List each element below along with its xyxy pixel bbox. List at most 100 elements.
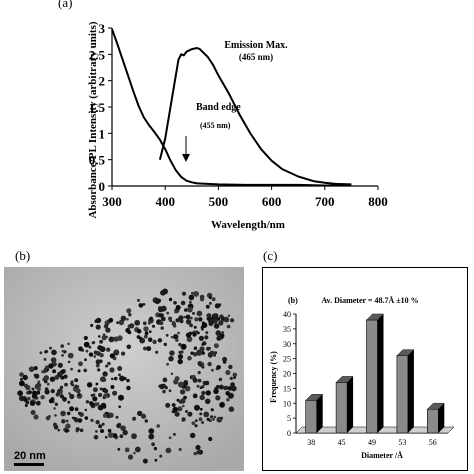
nanoparticle-dot — [49, 346, 52, 350]
nanoparticle-dot — [219, 401, 226, 408]
nanoparticle-dot — [185, 314, 191, 320]
nanoparticle-dot — [60, 344, 64, 348]
nanoparticle-dot — [34, 397, 37, 400]
nanoparticle-dot — [175, 305, 181, 310]
nanoparticle-dot — [188, 300, 192, 304]
nanoparticle-dot — [36, 390, 41, 395]
nanoparticle-dot — [223, 316, 230, 323]
nanoparticle-dot — [109, 353, 115, 359]
nanoparticle-dot — [104, 435, 108, 439]
histogram-bar-side — [438, 403, 445, 433]
nanoparticle-dot — [160, 316, 166, 322]
nanoparticle-dot — [144, 419, 148, 423]
nanoparticle-dot — [192, 377, 198, 383]
nanoparticle-dot — [155, 350, 159, 354]
nanoparticle-dot — [103, 393, 107, 398]
nanoparticle-dot — [233, 376, 237, 379]
nanoparticle-dot — [108, 336, 115, 343]
histogram-x-tick-label: 38 — [307, 438, 315, 447]
nanoparticle-dot — [61, 419, 66, 424]
histogram-y-tick-label: 20 — [283, 370, 291, 379]
nanoparticle-dot — [173, 379, 179, 385]
histogram-x-axis-label: Diameter /Å — [361, 451, 403, 460]
nanoparticle-dot — [77, 369, 81, 373]
nanoparticle-dot — [208, 317, 212, 320]
nanoparticle-dot — [105, 364, 108, 368]
nanoparticle-dot — [213, 323, 220, 329]
nanoparticle-dot — [169, 350, 175, 356]
nanoparticle-dot — [177, 358, 183, 365]
nanoparticle-dot — [205, 331, 209, 335]
nanoparticle-dot — [197, 371, 201, 375]
nanoparticle-dot — [99, 346, 106, 353]
nanoparticle-dot — [59, 385, 64, 390]
y-tick-label: 1 — [99, 126, 106, 141]
nanoparticle-dot — [183, 395, 187, 400]
nanoparticle-dot — [44, 365, 49, 370]
nanoparticle-dot — [159, 454, 163, 458]
nanoparticle-dot — [214, 386, 219, 392]
nanoparticle-dot — [83, 335, 88, 341]
nanoparticle-dot — [199, 346, 205, 352]
nanoparticle-dot — [209, 296, 212, 300]
nanoparticle-dot — [95, 359, 101, 365]
nanoparticle-dot — [32, 390, 37, 396]
nanoparticle-dot — [172, 406, 178, 413]
nanoparticle-dot — [193, 291, 200, 297]
nanoparticle-dot — [124, 447, 130, 453]
nanoparticle-dot — [195, 444, 201, 451]
histogram-bar-top — [426, 402, 445, 410]
nanoparticle-dot — [122, 429, 128, 436]
diameter-histogram: (b) Av. Diameter = 48.7Å ±10 % 0 5 10 15 20 2… — [269, 296, 455, 460]
nanoparticle-dot — [227, 386, 233, 391]
nanoparticle-dot — [221, 331, 225, 334]
nanoparticle-dot — [97, 368, 101, 372]
nanoparticle-dot — [196, 384, 200, 388]
nanoparticle-dot — [134, 446, 141, 453]
nanoparticle-dot — [61, 349, 65, 353]
nanoparticle-dot — [214, 351, 218, 355]
x-tick-label: 600 — [262, 194, 282, 209]
nanoparticle-dot — [131, 433, 137, 440]
nanoparticle-dot — [132, 416, 137, 421]
nanoparticle-dot — [90, 323, 94, 327]
nanoparticle-dot — [94, 402, 99, 407]
nanoparticle-dot — [117, 366, 123, 371]
nanoparticle-dot — [178, 381, 184, 388]
nanoparticle-dot — [84, 416, 89, 420]
nanoparticle-dot — [59, 390, 63, 394]
nanoparticle-dot — [134, 319, 141, 326]
nanoparticle-dot — [113, 336, 116, 340]
nanoparticle-dot — [92, 396, 98, 402]
nanoparticle-dot — [84, 358, 87, 362]
nanoparticle-dot — [204, 398, 211, 405]
nanoparticle-dot — [103, 388, 109, 394]
nanoparticle-dot — [208, 347, 212, 350]
histogram-y-tick-label: 0 — [287, 429, 291, 438]
nanoparticle-dot — [172, 432, 176, 436]
nanoparticle-dot — [28, 366, 35, 372]
nanoparticle-dot — [201, 351, 205, 355]
histogram-x-tick-label: 49 — [368, 438, 376, 447]
histogram-inset-label: (b) — [288, 296, 298, 305]
nanoparticle-dot — [83, 341, 90, 348]
nanoparticle-dot — [168, 389, 172, 393]
nanoparticle-dot — [101, 335, 107, 341]
nanoparticle-dot — [170, 336, 174, 339]
nanoparticle-dot — [212, 418, 215, 421]
nanoparticle-dot — [198, 351, 203, 355]
histogram-bar — [396, 355, 409, 434]
nanoparticle-dot — [199, 364, 202, 367]
nanoparticle-dot — [116, 423, 121, 429]
nanoparticle-dot — [118, 394, 124, 401]
nanoparticle-dot — [147, 337, 153, 342]
nanoparticle-dot — [162, 389, 166, 394]
histogram-bar-side — [407, 349, 414, 433]
nanoparticle-dot — [54, 414, 57, 417]
nanoparticle-dot — [152, 339, 157, 345]
nanoparticle-dot — [182, 404, 185, 408]
nanoparticle-dot — [163, 342, 167, 346]
nanoparticle-dot — [74, 378, 79, 383]
nanoparticle-dot — [199, 412, 203, 416]
nanoparticle-dot — [19, 380, 25, 387]
